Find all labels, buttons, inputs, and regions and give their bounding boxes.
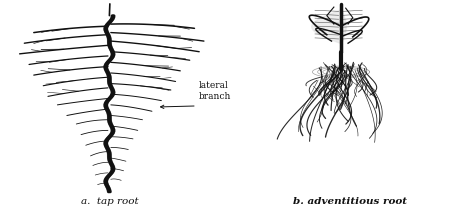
Text: lateral
branch: lateral branch [199,81,232,101]
Text: b. adventitious root: b. adventitious root [293,197,408,206]
Text: a.  tap root: a. tap root [81,197,138,206]
